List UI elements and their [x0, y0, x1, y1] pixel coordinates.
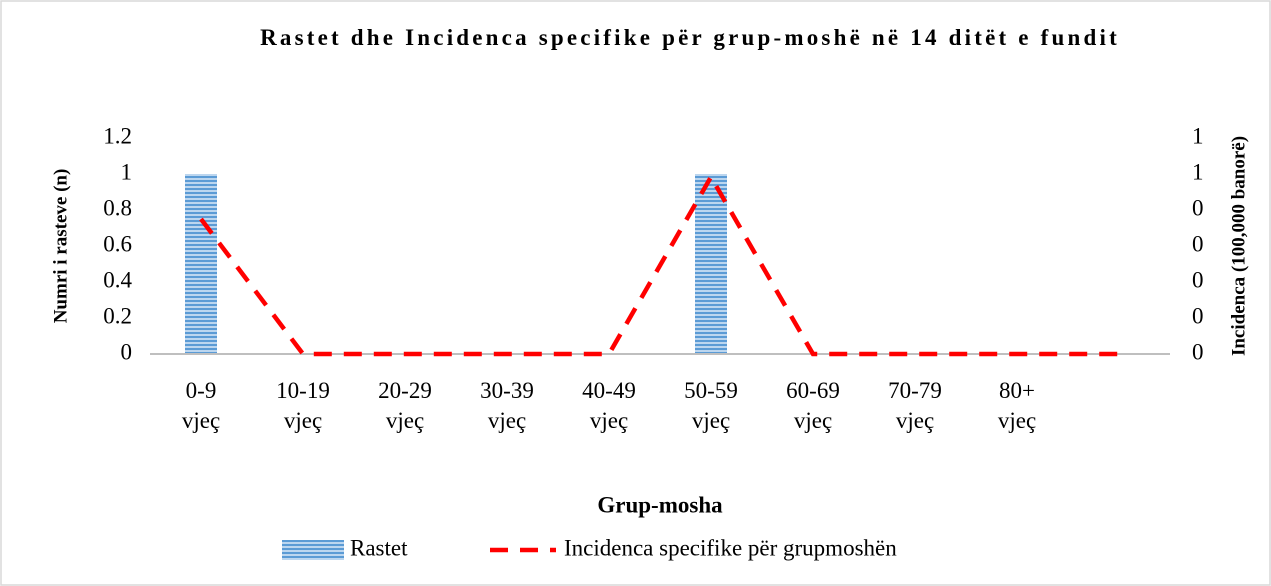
legend-label: Rastet	[350, 535, 408, 560]
y-axis-label: Numri i rasteve (n)	[50, 169, 71, 324]
y2-tick-label: 0	[1192, 303, 1204, 328]
legend-swatch	[282, 540, 344, 560]
x-tick-label: 40-49 vjeç	[582, 378, 636, 433]
y-tick-label: 0.8	[103, 195, 132, 220]
bar	[185, 174, 217, 354]
y2-tick-label: 1	[1192, 159, 1204, 184]
line-series	[199, 172, 1119, 357]
chart-title: Rastet dhe Incidenca specifike për grup-…	[260, 25, 1120, 50]
x-tick-label: 0-9 vjeç	[181, 378, 221, 433]
y-tick-label: 1.2	[103, 123, 132, 148]
y-tick-label: 1	[121, 159, 133, 184]
x-tick-label: 70-79 vjeç	[888, 378, 942, 433]
y2-tick-label: 1	[1192, 123, 1204, 148]
y2-tick-label: 0	[1192, 231, 1204, 256]
y-tick-label: 0.6	[103, 231, 132, 256]
bar	[695, 174, 727, 354]
y2-tick-label: 0	[1192, 339, 1204, 364]
x-tick-label: 60-69 vjeç	[786, 378, 840, 433]
x-tick-label: 10-19 vjeç	[276, 378, 330, 433]
x-tick-label: 20-29 vjeç	[378, 378, 432, 433]
y2-tick-label: 0	[1192, 267, 1204, 292]
y-tick-label: 0	[121, 339, 133, 364]
y-tick-label: 0.2	[103, 303, 132, 328]
x-tick-label: 30-39 vjeç	[480, 378, 534, 433]
legend-label: Incidenca specifike për grupmoshën	[564, 535, 897, 560]
y2-tick-label: 0	[1192, 195, 1204, 220]
x-axis-label: Grup-mosha	[597, 492, 723, 517]
y2-axis-label: Incidenca (100,000 banorë)	[1228, 136, 1249, 356]
x-tick-label: 80+ vjeç	[997, 378, 1037, 433]
x-tick-label: 50-59 vjeç	[684, 378, 738, 433]
y-tick-label: 0.4	[103, 267, 132, 292]
